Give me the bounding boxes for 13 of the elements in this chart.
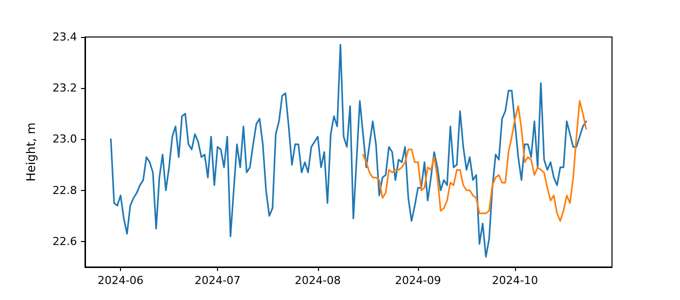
- x-tick-label: 2024-09: [395, 274, 441, 287]
- y-tick-label: 22.8: [52, 184, 77, 197]
- y-tick-label: 23.0: [52, 132, 77, 146]
- x-tick-label: 2024-10: [492, 274, 538, 287]
- y-tick-label: 23.2: [52, 82, 77, 95]
- x-tick-label: 2024-08: [294, 274, 341, 287]
- y-tick-label: 22.6: [52, 234, 77, 248]
- line-series: [362, 100, 587, 222]
- line-series: [110, 44, 587, 258]
- x-tick-label: 2024-06: [98, 274, 144, 287]
- y-tick-label: 23.4: [52, 30, 77, 44]
- y-axis-title: Height, m: [24, 122, 38, 182]
- x-tick-label: 2024-07: [194, 274, 241, 287]
